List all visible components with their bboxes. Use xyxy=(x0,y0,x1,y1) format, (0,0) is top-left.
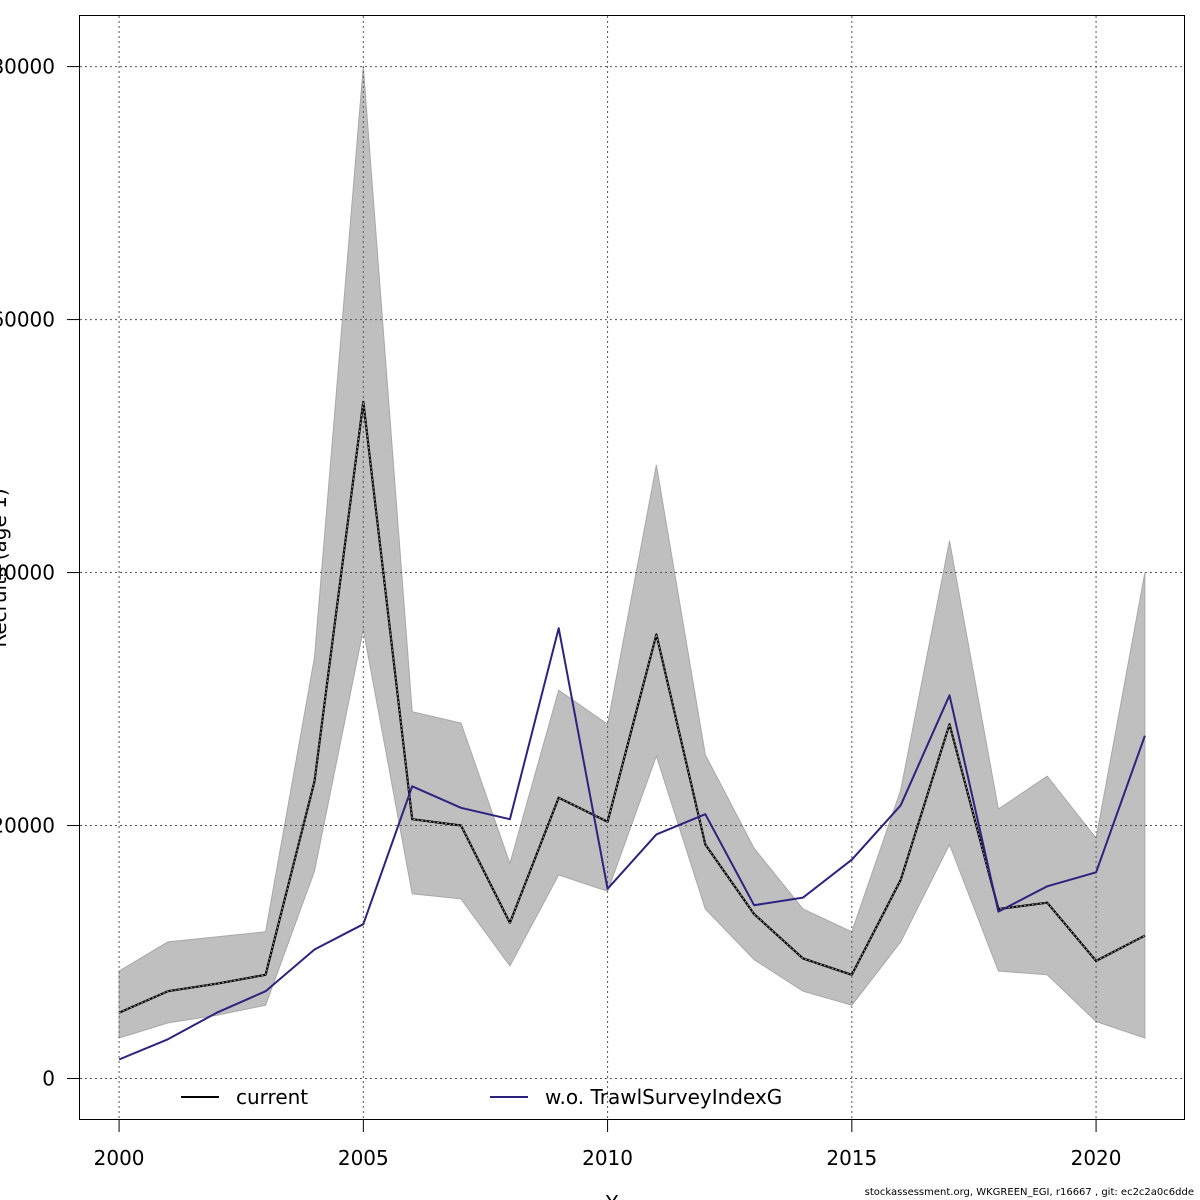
confidence-band-layer xyxy=(118,66,1146,1039)
y-tick-label: 80000 xyxy=(0,55,55,79)
x-axis-title: Y xyxy=(605,1191,619,1200)
confidence-band xyxy=(118,66,1146,1039)
legend-label-current: current xyxy=(236,1085,308,1109)
x-tick-label: 2000 xyxy=(94,1146,145,1170)
footer-credit: stockassessment.org, WKGREEN_EGI, r16667… xyxy=(864,1187,1194,1198)
legend-label-without-trawl-survey: w.o. TrawlSurveyIndexG xyxy=(545,1085,782,1109)
series-layer xyxy=(118,400,1146,1061)
y-axis-title: Recruits (age 1) xyxy=(0,488,11,647)
y-tick-label: 60000 xyxy=(0,308,55,332)
grid-layer xyxy=(80,16,1184,1119)
x-tick-label: 2005 xyxy=(338,1146,389,1170)
plot-frame xyxy=(79,15,1185,1120)
legend: current w.o. TrawlSurveyIndexG xyxy=(181,1085,782,1109)
y-tick-label: 40000 xyxy=(0,561,55,585)
series-line-current-dash xyxy=(118,401,1146,1014)
y-tick-label: 0 xyxy=(42,1067,55,1091)
series-line-without-trawl-survey xyxy=(118,627,1146,1061)
x-tick-label: 2020 xyxy=(1071,1146,1122,1170)
x-tick-label: 2015 xyxy=(826,1146,877,1170)
x-tick-label: 2010 xyxy=(582,1146,633,1170)
